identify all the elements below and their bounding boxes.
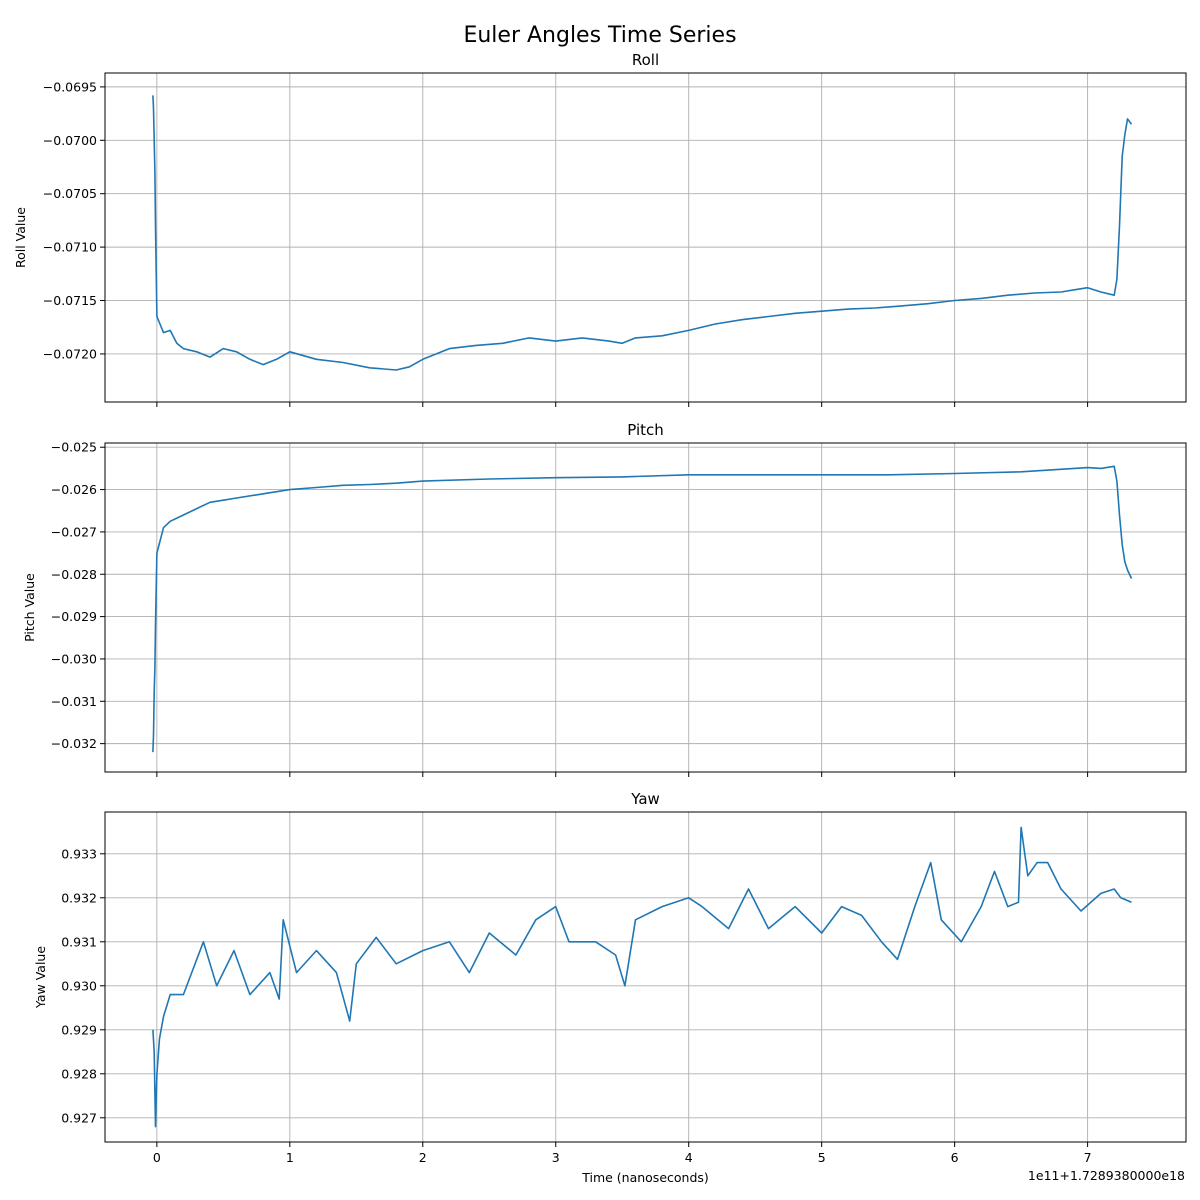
pitch-y-axis-label: Pitch Value bbox=[22, 573, 37, 642]
yaw-axes-frame bbox=[104, 811, 1187, 1143]
yaw-y-tick-label: 0.927 bbox=[61, 1110, 97, 1125]
yaw-x-axis-label: Time (nanoseconds) bbox=[581, 1170, 709, 1185]
roll-y-axis-label: Roll Value bbox=[13, 207, 28, 268]
pitch-subplot-title: Pitch bbox=[627, 421, 664, 439]
yaw-x-tick-label: 6 bbox=[951, 1150, 959, 1165]
yaw-subplot-title: Yaw bbox=[630, 790, 660, 808]
yaw-x-tick-label: 7 bbox=[1084, 1150, 1092, 1165]
pitch-y-tick-label: −0.032 bbox=[51, 736, 97, 751]
yaw-y-tick-label: 0.931 bbox=[61, 934, 97, 949]
roll-y-tick-label: −0.0700 bbox=[43, 133, 97, 148]
yaw-x-tick-label: 5 bbox=[818, 1150, 826, 1165]
pitch-y-tick-label: −0.025 bbox=[51, 440, 97, 455]
roll-axes-frame bbox=[104, 72, 1187, 403]
figure-title: Euler Angles Time Series bbox=[463, 23, 736, 48]
yaw-x-tick-label: 2 bbox=[419, 1150, 427, 1165]
roll-y-tick-label: −0.0715 bbox=[43, 293, 97, 308]
yaw-x-tick-label: 1 bbox=[286, 1150, 294, 1165]
roll-y-tick-label: −0.0695 bbox=[43, 79, 97, 94]
yaw-y-tick-label: 0.928 bbox=[61, 1066, 97, 1081]
yaw-y-tick-label: 0.933 bbox=[61, 846, 97, 861]
yaw-x-tick-label: 3 bbox=[552, 1150, 560, 1165]
roll-subplot: −0.0695 −0.0700 −0.0705 −0.0710 −0.0715 −0.07… bbox=[13, 51, 1187, 407]
pitch-y-tick-label: −0.027 bbox=[51, 524, 97, 539]
yaw-series-line bbox=[152, 826, 1132, 1128]
pitch-y-tick-label: −0.031 bbox=[51, 694, 97, 709]
pitch-y-tick-label: −0.029 bbox=[51, 609, 97, 624]
yaw-x-tick-label: 4 bbox=[685, 1150, 693, 1165]
pitch-y-tick-label: −0.030 bbox=[51, 651, 97, 666]
yaw-y-axis-label: Yaw Value bbox=[33, 946, 48, 1009]
roll-subplot-title: Roll bbox=[632, 51, 659, 69]
pitch-subplot: −0.025 −0.026 −0.027 −0.028 −0.029 −0.030 −0.0… bbox=[22, 421, 1187, 777]
yaw-y-tick-label: 0.929 bbox=[61, 1022, 97, 1037]
pitch-series-line bbox=[152, 465, 1133, 753]
pitch-y-tick-label: −0.026 bbox=[51, 482, 97, 497]
yaw-y-tick-label: 0.930 bbox=[61, 978, 97, 993]
yaw-x-tick-label: 0 bbox=[153, 1150, 161, 1165]
roll-y-tick-label: −0.0705 bbox=[43, 186, 97, 201]
roll-y-tick-label: −0.0720 bbox=[43, 346, 97, 361]
roll-y-tick-label: −0.0710 bbox=[43, 240, 97, 255]
yaw-y-tick-label: 0.932 bbox=[61, 890, 97, 905]
x-axis-offset-label: 1e11+1.7289380000e18 bbox=[1028, 1168, 1185, 1183]
yaw-subplot: 0 1 2 3 4 5 6 7 0.927 0.928 0.929 0.930 0.931 0.932 0.… bbox=[33, 790, 1187, 1185]
pitch-y-tick-label: −0.028 bbox=[51, 567, 97, 582]
pitch-axes-frame bbox=[104, 442, 1187, 773]
roll-series-line bbox=[152, 95, 1133, 371]
